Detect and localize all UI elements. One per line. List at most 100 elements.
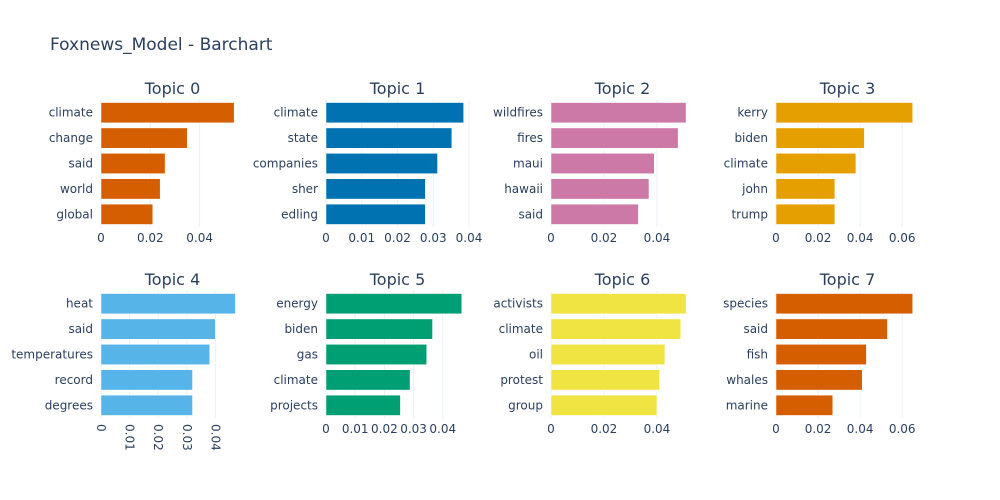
bar-john (775, 178, 836, 200)
topic-7-panel: Topic 7 species said fish whales marine 0 0.02 0… (723, 270, 915, 436)
category-label: sher (292, 182, 318, 196)
category-label: climate (499, 322, 543, 336)
x-tick-label: 0.04 (456, 231, 483, 245)
category-label: climate (724, 157, 768, 171)
x-tick-label: 0 (772, 422, 780, 436)
x-tick-label: 0 (97, 231, 105, 245)
x-tick-label: 0 (322, 231, 330, 245)
category-label: oil (529, 348, 543, 362)
bar-climate (325, 102, 464, 124)
category-label: heat (66, 297, 93, 311)
topic-4-panel: Topic 4 heat said temperatures record degrees… (11, 270, 236, 451)
category-label: edling (281, 207, 318, 221)
x-tick-label: 0.02 (591, 231, 618, 245)
bar-change (100, 127, 188, 149)
bar-oil (550, 344, 666, 365)
bar-edling (325, 203, 426, 225)
bar-climate (550, 318, 682, 340)
topic-2-panel: Topic 2 wildfires fires maui hawaii said 0 0.02… (493, 79, 687, 245)
category-label: world (60, 182, 93, 196)
subplot-title: Topic 5 (369, 270, 426, 289)
x-tick-label: 0 (547, 231, 555, 245)
x-tick-label: 0.02 (371, 422, 398, 436)
category-label: said (518, 207, 543, 221)
x-tick-label: 0.02 (805, 422, 832, 436)
bar-projects (325, 394, 401, 416)
category-label: said (68, 322, 93, 336)
topic-1-panel: Topic 1 climate state companies sher edling 0 0… (253, 79, 483, 245)
x-tick-label: 0.04 (644, 422, 671, 436)
bar-trump (775, 203, 836, 225)
category-label: record (55, 373, 93, 387)
category-label: said (68, 157, 93, 171)
x-tick-label: 0.04 (186, 231, 213, 245)
bar-temperatures (100, 344, 210, 365)
category-label: maui (513, 157, 543, 171)
bar-biden (325, 318, 433, 340)
x-tick-label: 0.01 (342, 422, 369, 436)
category-label: protest (500, 373, 543, 387)
category-label: gas (297, 348, 318, 362)
bar-wildfires (550, 102, 687, 124)
category-label: said (743, 322, 768, 336)
x-tick-label: 0.03 (420, 231, 447, 245)
category-label: climate (274, 106, 318, 120)
bar-sher (325, 178, 426, 200)
bar-record (100, 369, 193, 391)
x-tick-label: 0.04 (429, 422, 456, 436)
x-tick-label: 0 (772, 231, 780, 245)
bar-marine (775, 394, 834, 416)
category-label: state (288, 131, 318, 145)
topic-3-panel: Topic 3 kerry biden climate john trump 0 0.02 0.… (724, 79, 916, 245)
category-label: fish (747, 348, 768, 362)
topic-5-panel: Topic 5 energy biden gas climate projects 0 0.0… (270, 270, 462, 436)
topic-0-panel: Topic 0 climate change said world global 0 0.02… (49, 79, 235, 245)
bar-hawaii (550, 178, 650, 200)
bar-group (550, 394, 658, 416)
bar-said (775, 318, 888, 340)
bar-degrees (100, 394, 193, 416)
bar-companies (325, 153, 438, 174)
category-label: marine (726, 398, 768, 412)
bar-gas (325, 344, 427, 365)
category-label: energy (276, 297, 318, 311)
subplot-title: Topic 7 (819, 270, 876, 289)
bar-said (100, 318, 216, 340)
subplot-title: Topic 6 (594, 270, 651, 289)
category-label: biden (734, 131, 768, 145)
x-tick-label: 0.04 (208, 424, 222, 451)
category-label: activists (493, 297, 543, 311)
bar-activists (550, 293, 687, 315)
category-label: temperatures (11, 348, 93, 362)
category-label: degrees (45, 398, 93, 412)
figure-title: Foxnews_Model - Barchart (50, 35, 273, 55)
subplot-title: Topic 1 (369, 79, 426, 98)
category-label: whales (726, 373, 768, 387)
subplot-title: Topic 4 (144, 270, 201, 289)
x-tick-label: 0.02 (591, 422, 618, 436)
x-tick-label: 0.06 (889, 422, 916, 436)
topic-panels: Topic 0 climate change said world global 0 0.02… (11, 79, 915, 451)
x-tick-label: 0.04 (847, 422, 874, 436)
category-label: climate (274, 373, 318, 387)
x-tick-label: 0.02 (151, 424, 165, 451)
category-label: climate (49, 106, 93, 120)
x-tick-label: 0 (94, 424, 108, 432)
bar-climate (325, 369, 411, 391)
x-tick-label: 0.04 (644, 231, 671, 245)
x-tick-label: 0 (547, 422, 555, 436)
x-tick-label: 0.06 (889, 231, 916, 245)
x-tick-label: 0.01 (348, 231, 375, 245)
bar-maui (550, 153, 655, 174)
bar-world (100, 178, 161, 200)
category-label: change (49, 131, 93, 145)
x-tick-label: 0 (322, 422, 330, 436)
bar-climate (100, 102, 235, 124)
category-label: group (508, 398, 543, 412)
x-tick-label: 0.04 (847, 231, 874, 245)
bar-protest (550, 369, 660, 391)
category-label: biden (284, 322, 318, 336)
category-label: wildfires (493, 106, 543, 120)
bar-global (100, 203, 154, 225)
